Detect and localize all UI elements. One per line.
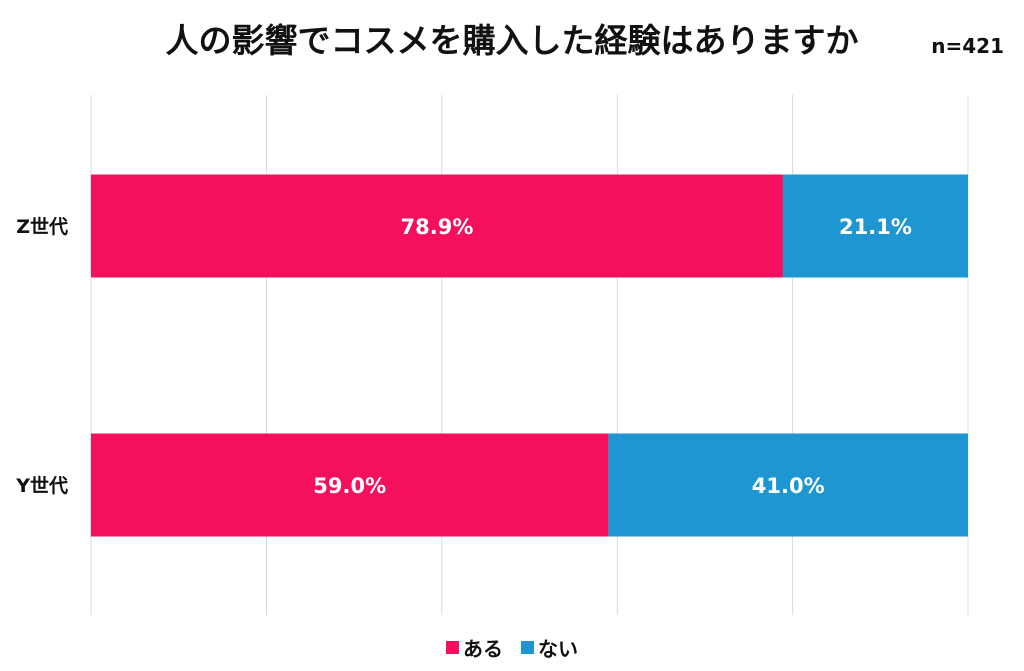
data-label: 59.0%: [313, 474, 386, 498]
bar-segment: [782, 174, 968, 278]
legend: ある ない: [0, 633, 1024, 662]
data-label: 41.0%: [752, 474, 825, 498]
category-label: Z世代: [16, 216, 68, 238]
legend-label: ある: [463, 637, 503, 661]
legend-swatch: [446, 641, 459, 654]
sample-size: n=421: [931, 34, 1004, 58]
bar-segment: [91, 174, 783, 278]
data-label: 21.1%: [839, 215, 912, 239]
data-label: 78.9%: [401, 215, 474, 239]
legend-item-aru: ある: [446, 633, 503, 662]
bar-segment: [91, 433, 609, 537]
legend-item-nai: ない: [521, 633, 578, 662]
legend-swatch: [521, 641, 534, 654]
bar-segment: [608, 433, 968, 537]
legend-label: ない: [538, 637, 578, 661]
chart-title: 人の影響でコスメを購入した経験はありますか: [165, 21, 859, 60]
category-label: Y世代: [15, 475, 68, 497]
